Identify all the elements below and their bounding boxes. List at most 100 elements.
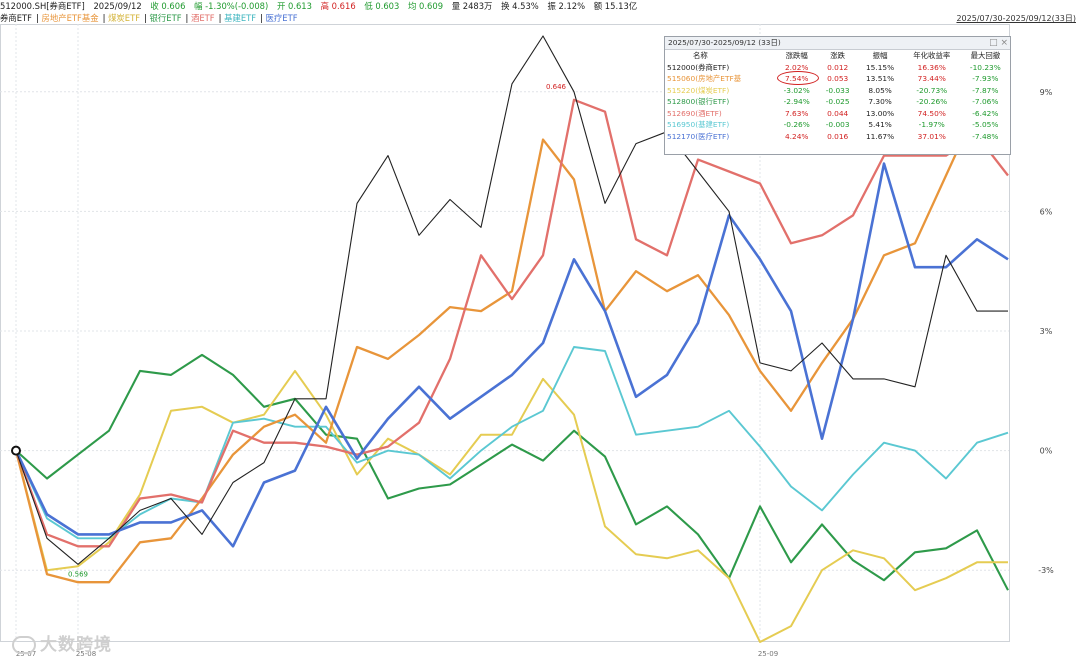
stats-panel-title: 2025/07/30-2025/09/12 (33日) □ ×	[665, 37, 1010, 50]
stats-cell-name: 515060(房地产ETF基	[667, 74, 742, 84]
col-name: 名称	[693, 51, 708, 61]
security-code: 512000.SH[券商ETF]	[0, 1, 85, 11]
stats-cell-mdd: -7.87%	[972, 85, 999, 95]
amplitude: 振 2.12%	[547, 1, 586, 11]
legend-item-0[interactable]: 券商ETF	[0, 13, 32, 23]
stats-cell-mdd: -10.23%	[969, 62, 1001, 72]
volume: 量 2483万	[451, 1, 493, 11]
stats-cell-name: 516950(基建ETF)	[667, 120, 730, 130]
stats-cell-chg: -0.033	[825, 85, 850, 95]
stats-panel[interactable]: 2025/07/30-2025/09/12 (33日) □ × 名称 涨跌幅 涨…	[664, 36, 1011, 155]
stats-cell-pct: -0.26%	[783, 120, 810, 130]
change-pct: 幅 -1.30%(-0.008)	[194, 1, 269, 11]
line-chart: -3% 0% 3% 6% 9% 25-07 25-08 25-09 0.646 0.569	[0, 24, 1054, 658]
legend-item-1[interactable]: 房地产ETF基金	[41, 13, 99, 23]
stats-cell-mdd: -7.48%	[972, 131, 999, 141]
stats-cell-amp: 7.30%	[868, 97, 892, 107]
date-range-link[interactable]: 2025/07/30-2025/09/12(33日)	[956, 14, 1076, 23]
x-tick-label: 25-09	[758, 650, 778, 658]
stats-cell-pct: 2.02%	[784, 62, 809, 72]
stats-cell-amp: 11.67%	[865, 131, 895, 141]
series-line-6	[14, 162, 1009, 548]
stats-cell-name: 512690(酒ETF)	[667, 108, 722, 118]
stats-panel-title-text: 2025/07/30-2025/09/12 (33日)	[668, 38, 781, 47]
stats-cell-name: 512800(银行ETF)	[667, 97, 730, 107]
legend-item-2[interactable]: 煤炭ETF	[108, 13, 141, 23]
stats-cell-mdd: -7.93%	[972, 74, 999, 84]
stats-row[interactable]: 512800(银行ETF) -2.94% -0.025 7.30% -20.26% -7.…	[665, 96, 1010, 108]
watermark: 大数跨境	[12, 630, 112, 655]
stats-cell-ann: 37.01%	[917, 131, 946, 141]
logo-icon	[12, 636, 36, 654]
amount: 额 15.13亿	[593, 1, 638, 11]
stats-cell-pct: 7.63%	[784, 108, 809, 118]
watermark-text: 大数跨境	[40, 635, 112, 655]
stats-cell-pct: 7.54%	[775, 71, 820, 85]
stats-row[interactable]: 512000(券商ETF) 2.02% 0.012 15.15% 16.36% -10.2…	[665, 62, 1010, 74]
plot-frame	[0, 24, 1010, 642]
col-chg: 涨跌	[830, 51, 846, 61]
avg-price: 均 0.609	[408, 1, 444, 11]
x-tick-label: 25-07	[16, 650, 36, 658]
series-lines	[11, 35, 1009, 643]
stats-cell-mdd: -7.06%	[972, 97, 999, 107]
quote-header: 512000.SH[券商ETF] 2025/09/12 收 0.606 幅 -1…	[0, 0, 1080, 12]
legend-item-3[interactable]: 银行ETF	[149, 13, 182, 23]
series-line-1	[14, 106, 1008, 584]
stats-cell-ann: -1.97%	[918, 120, 945, 130]
stats-cell-ann: 73.44%	[917, 74, 946, 84]
series-line-0	[15, 35, 1008, 565]
stats-table: 名称 涨跌幅 涨跌 振幅 年化收益率 最大回撤 512000(券商ETF) 2.0…	[665, 50, 1010, 142]
col-amp: 振幅	[872, 51, 888, 61]
low-price: 低 0.603	[364, 1, 400, 11]
series-line-3	[15, 353, 1009, 591]
stats-row[interactable]: 515060(房地产ETF基 7.54% 0.053 13.51% 73.44% -7.9…	[665, 71, 1010, 85]
stats-cell-pct: 4.24%	[784, 131, 809, 141]
stats-row[interactable]: 512170(医疗ETF) 4.24% 0.016 11.67% 37.01% -7.48…	[665, 131, 1010, 143]
stats-cell-name: 515220(煤炭ETF)	[667, 85, 730, 95]
start-marker	[11, 445, 21, 456]
y-tick-label: 3%	[1040, 327, 1053, 336]
annotation-label: 0.646	[546, 83, 567, 91]
stats-cell-amp: 5.41%	[868, 120, 892, 130]
y-tick-label: 0%	[1040, 447, 1053, 456]
stats-cell-amp: 13.00%	[865, 108, 895, 118]
quote-date: 2025/09/12	[93, 1, 142, 11]
legend-bar: 券商ETF | 房地产ETF基金 | 煤炭ETF | 银行ETF | 酒ETF | 基建E…	[0, 13, 298, 23]
legend-item-6[interactable]: 医疗ETF	[265, 13, 298, 23]
stats-cell-chg: 0.044	[827, 108, 849, 118]
panel-buttons[interactable]: □ ×	[989, 38, 1008, 48]
high-price: 高 0.616	[320, 1, 356, 11]
stats-cell-ann: -20.73%	[916, 85, 948, 95]
series-line-5	[15, 346, 1009, 540]
y-tick-label: 9%	[1040, 88, 1053, 97]
stats-cell-mdd: -5.05%	[972, 120, 999, 130]
series-line-2	[15, 369, 1008, 643]
chart-annotations: 0.646 0.569	[68, 83, 567, 578]
legend-item-4[interactable]: 酒ETF	[191, 13, 215, 23]
col-ann: 年化收益率	[913, 51, 951, 61]
stats-cell-amp: 15.15%	[865, 62, 895, 72]
series-line-4	[14, 98, 1009, 548]
stats-cell-ann: -20.26%	[916, 97, 948, 107]
stats-cell-chg: -0.003	[825, 120, 850, 130]
stats-cell-amp: 13.51%	[865, 74, 895, 84]
stats-cell-name: 512000(券商ETF)	[667, 62, 730, 72]
y-tick-label: -3%	[1038, 566, 1054, 575]
stats-cell-chg: 0.012	[827, 62, 849, 72]
y-tick-label: 6%	[1040, 207, 1053, 216]
stats-cell-name: 512170(医疗ETF)	[667, 131, 730, 141]
open-price: 开 0.613	[276, 1, 312, 11]
stats-cell-chg: 0.053	[827, 74, 849, 84]
stats-cell-pct: -3.02%	[783, 85, 810, 95]
legend-item-5[interactable]: 基建ETF	[224, 13, 257, 23]
stats-cell-amp: 8.05%	[868, 85, 892, 95]
y-axis-labels: -3% 0% 3% 6% 9%	[1038, 88, 1054, 575]
stats-cell-mdd: -6.42%	[972, 108, 999, 118]
stats-row[interactable]: 512690(酒ETF) 7.63% 0.044 13.00% 74.50% -6.42%	[665, 108, 1010, 120]
stats-row[interactable]: 516950(基建ETF) -0.26% -0.003 5.41% -1.97% -5.0…	[665, 119, 1010, 131]
x-tick-label: 25-08	[76, 650, 96, 658]
stats-cell-chg: 0.016	[827, 131, 849, 141]
stats-row[interactable]: 515220(煤炭ETF) -3.02% -0.033 8.05% -20.73% -7.…	[665, 85, 1010, 97]
x-axis-labels: 25-07 25-08 25-09	[16, 650, 778, 658]
